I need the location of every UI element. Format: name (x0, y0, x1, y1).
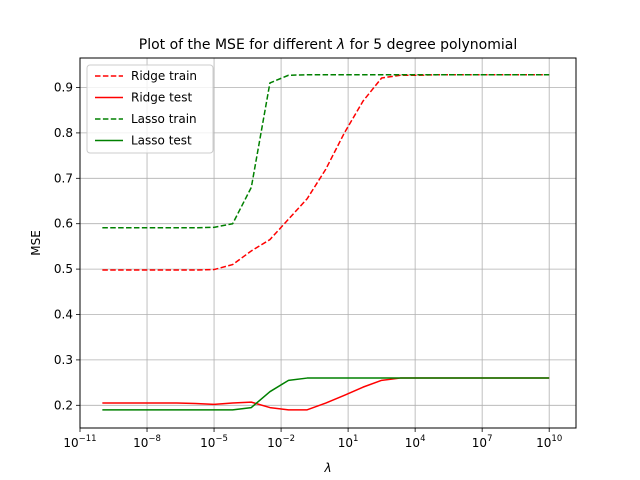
x-tick-exponent: 10 (551, 434, 562, 444)
x-tick-base: 10 (536, 436, 551, 450)
x-tick-label: 10−5 (200, 434, 228, 450)
x-tick-exponent: 7 (487, 434, 492, 444)
x-tick-exponent: −11 (79, 434, 97, 444)
y-tick-label: 0.7 (54, 171, 73, 185)
ticks: 10−11 10−8 10−5 10−2 101 104 107 10100.20.30.40… (54, 81, 562, 450)
grid (79, 58, 576, 428)
legend-entry-label: Ridge test (131, 91, 192, 105)
x-tick-label: 10−2 (267, 434, 295, 450)
x-tick-exponent: −2 (282, 434, 295, 444)
x-tick-base: 10 (133, 436, 148, 450)
x-tick-base: 10 (338, 436, 353, 450)
x-tick-label: 1010 (536, 434, 562, 450)
x-tick-exponent: 1 (353, 434, 358, 444)
x-tick-exponent: −8 (148, 434, 161, 444)
series-line-lasso-test (102, 377, 550, 411)
x-tick-base: 10 (267, 436, 282, 450)
series-line-lasso-train (102, 74, 550, 229)
y-tick-label: 0.4 (54, 308, 73, 322)
legend-entry-label: Lasso train (131, 112, 197, 126)
y-tick-label: 0.9 (54, 81, 73, 95)
x-tick-exponent: 4 (420, 434, 425, 444)
x-tick-label: 104 (405, 434, 426, 450)
x-tick-exponent: −5 (215, 434, 228, 444)
x-tick-base: 10 (472, 436, 487, 450)
x-axis-label: λ (323, 461, 331, 475)
x-tick-base: 10 (63, 436, 78, 450)
plot-frame (79, 57, 577, 429)
x-tick-label: 101 (338, 434, 359, 450)
legend-entry-label: Lasso test (131, 134, 192, 148)
y-axis-label: MSE (29, 230, 43, 256)
legend: Ridge train Ridge test Lasso train Lasso te… (86, 64, 214, 154)
chart-title: Plot of the MSE for different λ for 5 de… (139, 37, 517, 53)
x-tick-label: 10−11 (63, 434, 96, 450)
y-tick-label: 0.8 (54, 126, 73, 140)
legend-box (86, 64, 214, 154)
x-tick-base: 10 (405, 436, 420, 450)
y-tick-label: 0.3 (54, 353, 73, 367)
x-tick-base: 10 (200, 436, 215, 450)
legend-entry-label: Ridge train (131, 69, 197, 83)
x-tick-label: 10−8 (133, 434, 161, 450)
y-tick-label: 0.6 (54, 217, 73, 231)
x-tick-label: 107 (472, 434, 493, 450)
series-layer (102, 74, 550, 411)
y-tick-label: 0.2 (54, 398, 73, 412)
y-tick-label: 0.5 (54, 262, 73, 276)
